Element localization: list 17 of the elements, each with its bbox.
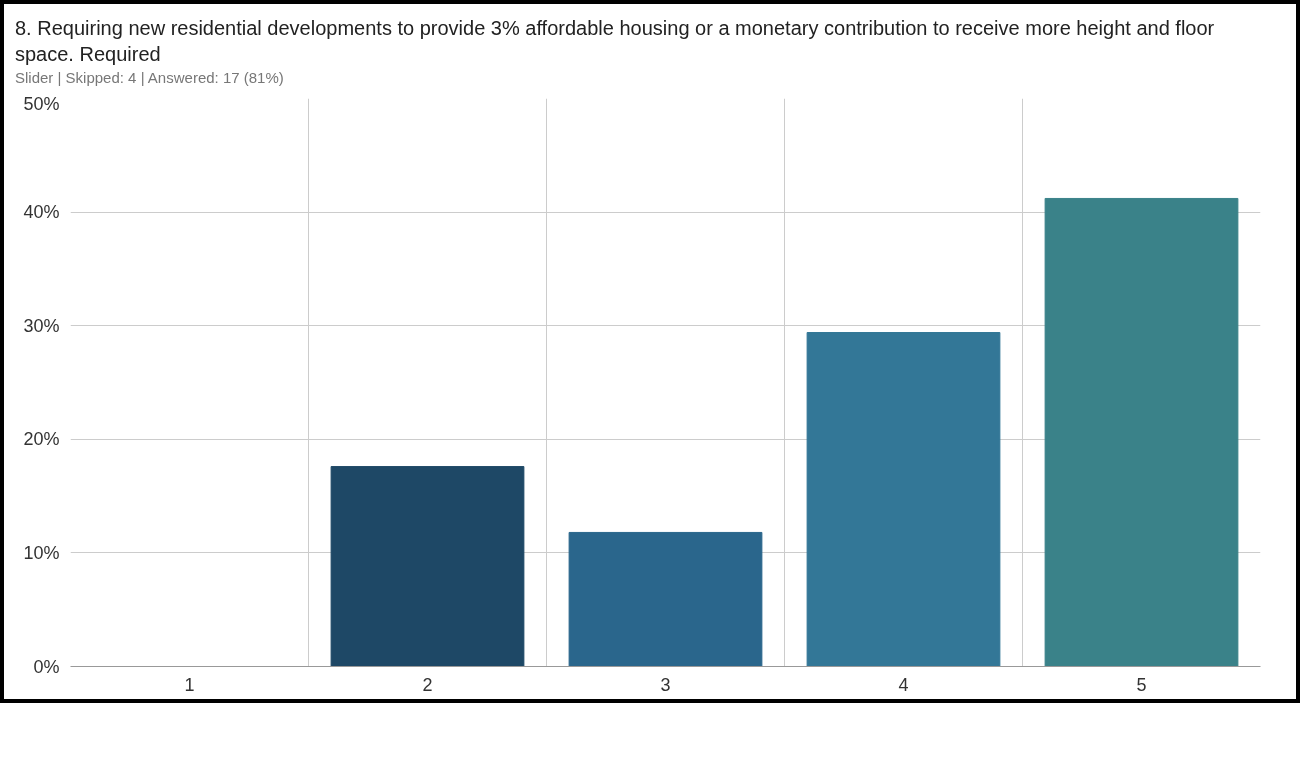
y-tick-label: 10% xyxy=(23,543,60,564)
bar xyxy=(330,466,525,667)
chart-subtitle: Slider | Skipped: 4 | Answered: 17 (81%) xyxy=(15,68,285,88)
bar xyxy=(568,532,763,667)
y-tick-label: 50% xyxy=(23,93,60,114)
chart-title: 8. Requiring new residential developments to provide 3% affordable housing or a monetary contribution to receive more height and floor space. Required xyxy=(15,16,1216,67)
y-tick-label: 30% xyxy=(23,316,60,337)
y-tick-label: 20% xyxy=(23,429,60,450)
bar xyxy=(1044,198,1239,667)
x-tick-label: 4 xyxy=(898,674,909,695)
x-tick-label: 3 xyxy=(660,674,671,695)
x-tick-label: 2 xyxy=(422,674,433,695)
y-tick-label: 0% xyxy=(33,656,60,677)
x-tick-label: 1 xyxy=(184,674,195,695)
y-tick-label: 40% xyxy=(23,202,60,223)
x-tick-label: 5 xyxy=(1136,674,1147,695)
bar xyxy=(806,332,1001,667)
